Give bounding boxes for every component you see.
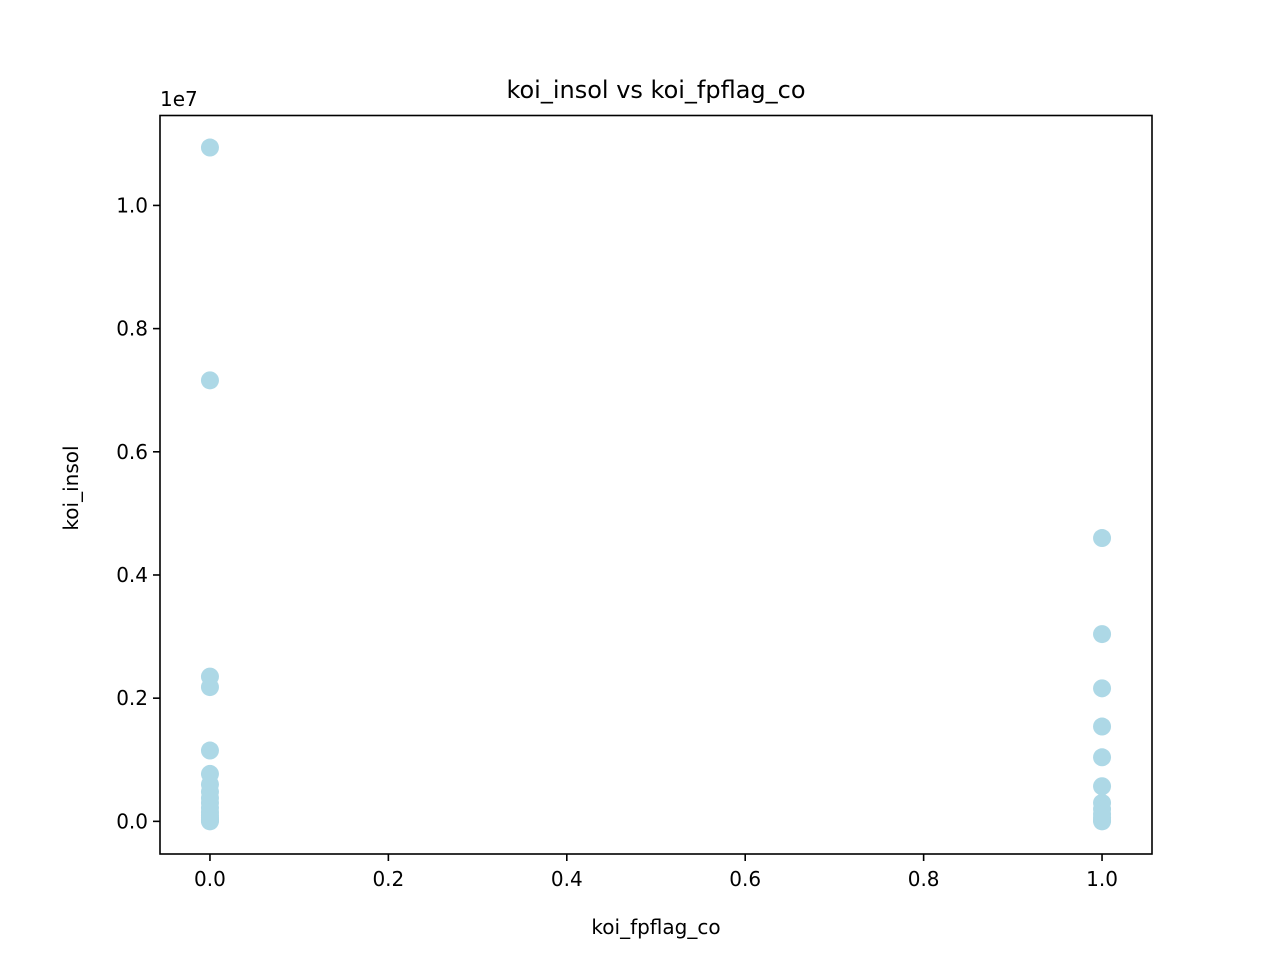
scatter-point [1093,717,1112,736]
y-axis-label: koi_insol [59,445,83,530]
y-axis-offset-label: 1e7 [160,87,198,111]
x-tick-label: 0.8 [908,867,940,891]
scatter-point [200,138,219,157]
plot-area-frame [159,114,1153,855]
x-axis-ticks: 0.0 0.2 0.4 0.6 0.8 1.0 [194,854,1118,891]
data-points [200,138,1112,831]
y-tick-label: 0.2 [116,686,148,710]
scatter-point [1093,812,1112,831]
y-tick-label: 0.6 [116,440,148,464]
scatter-point [200,812,219,831]
y-tick-label: 0.4 [116,563,148,587]
x-tick-label: 0.0 [194,867,226,891]
x-axis-label: koi_fpflag_co [591,915,720,939]
scatter-point [200,678,219,697]
x-tick-label: 1.0 [1086,867,1118,891]
scatter-point [200,371,219,390]
scatter-point [1093,529,1112,548]
scatter-point [200,741,219,760]
x-tick-label: 0.2 [372,867,404,891]
y-tick-label: 1.0 [116,193,148,217]
scatter-point [1093,679,1112,698]
x-tick-label: 0.6 [729,867,761,891]
x-tick-label: 0.4 [551,867,583,891]
chart-title: koi_insol vs koi_fpflag_co [506,76,805,104]
y-tick-label: 0.0 [116,809,148,833]
scatter-point [1093,777,1112,796]
scatter-point [1093,625,1112,644]
y-tick-label: 0.8 [116,317,148,341]
y-axis-ticks: 0.0 0.2 0.4 0.6 0.8 1.0 [116,193,160,833]
scatter-point [1093,748,1112,767]
